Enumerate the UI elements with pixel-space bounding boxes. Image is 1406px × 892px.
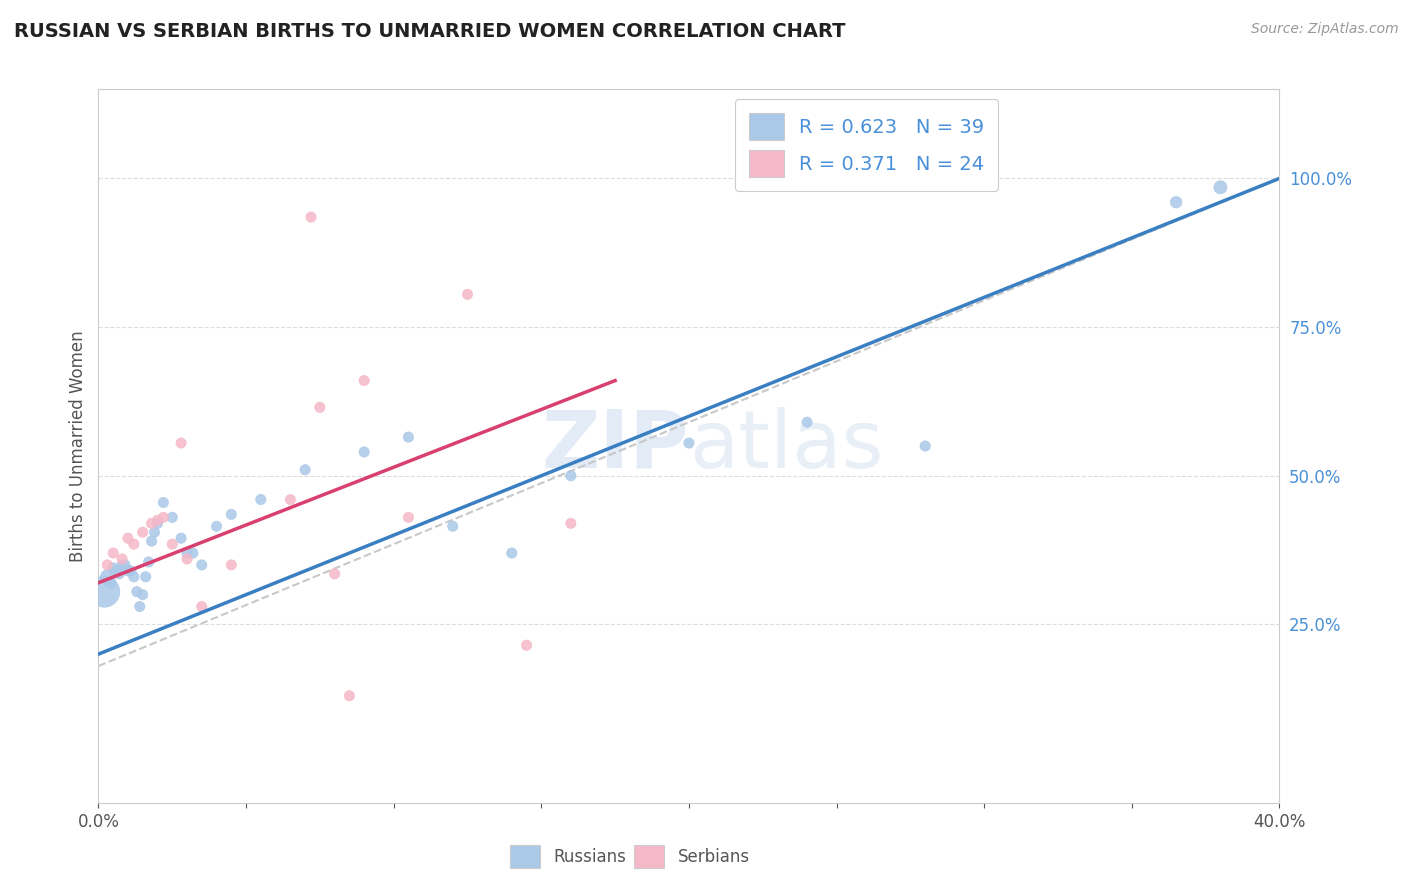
Point — [501, 546, 523, 560]
Text: ZIP: ZIP — [541, 407, 689, 485]
Point — [143, 525, 166, 540]
Point — [117, 564, 139, 578]
Point — [120, 564, 142, 578]
Point — [132, 525, 155, 540]
Text: Source: ZipAtlas.com: Source: ZipAtlas.com — [1251, 22, 1399, 37]
Point — [135, 570, 157, 584]
Point — [128, 599, 150, 614]
Point — [111, 558, 134, 572]
Point — [1209, 180, 1232, 194]
Point — [96, 570, 118, 584]
Point — [560, 516, 582, 531]
Point — [560, 468, 582, 483]
Point — [152, 495, 174, 509]
Point — [170, 531, 193, 545]
Point — [111, 552, 134, 566]
Point — [456, 287, 478, 301]
Point — [146, 513, 169, 527]
Point — [294, 463, 316, 477]
Point — [181, 546, 204, 560]
Point — [353, 445, 375, 459]
Point — [162, 537, 183, 551]
Point — [176, 552, 198, 566]
Point — [299, 210, 322, 224]
Point — [141, 534, 163, 549]
Point — [309, 401, 332, 415]
Y-axis label: Births to Unmarried Women: Births to Unmarried Women — [69, 330, 87, 562]
Point — [117, 531, 139, 545]
Point — [138, 555, 160, 569]
Point — [221, 558, 243, 572]
Point — [105, 564, 128, 578]
Point — [441, 519, 464, 533]
Point — [96, 558, 118, 572]
Point — [170, 436, 193, 450]
Point — [132, 588, 155, 602]
Point — [1164, 195, 1187, 210]
Point — [152, 510, 174, 524]
Point — [122, 537, 145, 551]
Point — [162, 510, 183, 524]
Text: atlas: atlas — [689, 407, 883, 485]
Point — [221, 508, 243, 522]
Point — [250, 492, 273, 507]
Text: RUSSIAN VS SERBIAN BIRTHS TO UNMARRIED WOMEN CORRELATION CHART: RUSSIAN VS SERBIAN BIRTHS TO UNMARRIED W… — [14, 22, 845, 41]
Point — [146, 516, 169, 531]
Point — [191, 599, 214, 614]
Point — [323, 566, 346, 581]
Point — [122, 570, 145, 584]
Point — [108, 566, 131, 581]
Point — [396, 430, 419, 444]
Point — [141, 516, 163, 531]
Point — [176, 546, 198, 560]
Point — [93, 584, 115, 599]
Point — [205, 519, 228, 533]
Point — [339, 689, 360, 703]
Point — [191, 558, 214, 572]
Point — [396, 510, 419, 524]
Point — [103, 546, 125, 560]
Legend: Russians, Serbians: Russians, Serbians — [502, 837, 758, 877]
Point — [125, 584, 148, 599]
Point — [114, 558, 136, 572]
Point — [353, 374, 375, 388]
Point — [516, 638, 538, 652]
Point — [103, 561, 125, 575]
Point — [796, 415, 818, 429]
Point — [678, 436, 700, 450]
Point — [278, 492, 302, 507]
Point — [98, 575, 121, 590]
Point — [914, 439, 936, 453]
